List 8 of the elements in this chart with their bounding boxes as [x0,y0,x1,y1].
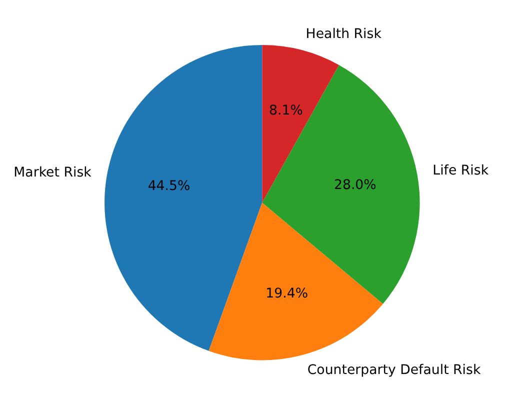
slice-label: Market Risk [14,165,92,180]
slice-label: Life Risk [432,164,489,179]
data-label: 28.0% [334,178,376,193]
slice-label: Counterparty Default Risk [307,362,481,378]
data-label: 8.1% [269,103,303,118]
data-label: 44.5% [148,178,190,194]
data-label: 19.4% [266,286,308,302]
slice-label: Health Risk [306,27,382,42]
